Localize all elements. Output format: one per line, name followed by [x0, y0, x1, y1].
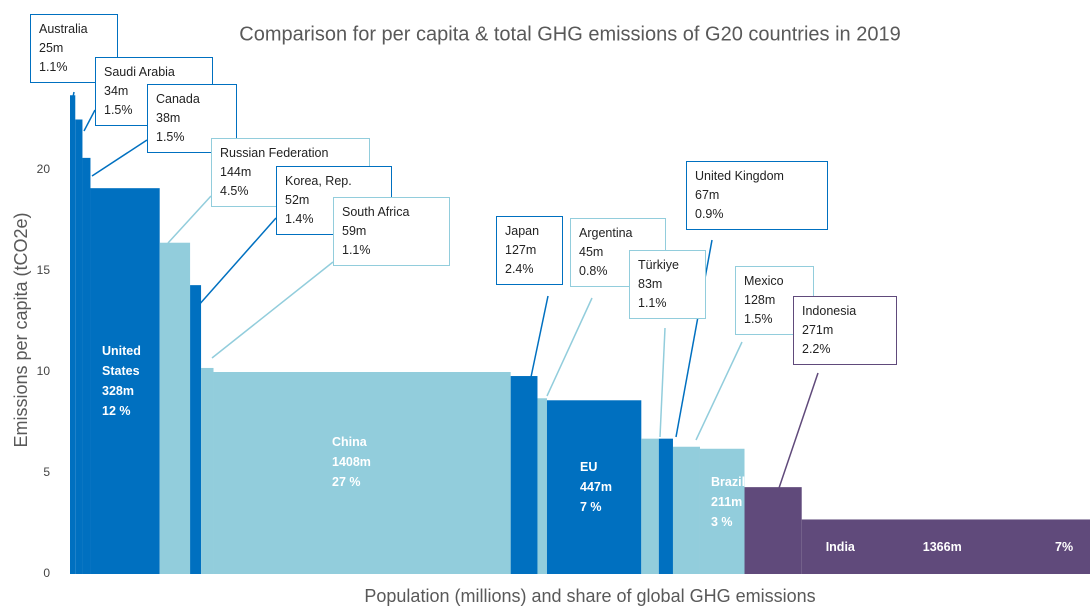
- bar-label: United States 328m 12 %: [102, 341, 162, 421]
- bar-label-text: 27 %: [332, 475, 361, 489]
- callout-text: 0.9%: [695, 207, 724, 221]
- y-tick-label: 15: [37, 263, 51, 277]
- bar: [213, 372, 511, 574]
- callout-text: 2.2%: [802, 342, 831, 356]
- bar: [801, 519, 1090, 574]
- bar: [641, 438, 659, 574]
- callout-text: 1.1%: [39, 60, 68, 74]
- leader-line: [83, 109, 96, 132]
- y-tick-label: 5: [43, 465, 50, 479]
- callout-text: 52m: [285, 193, 310, 207]
- bar-label-text: India: [825, 539, 855, 554]
- callout-text: 45m: [579, 245, 604, 259]
- callout-text: Australia: [39, 22, 88, 36]
- bar: [159, 242, 191, 574]
- callout-text: 1.5%: [744, 312, 773, 326]
- bar-label-text: 211m: [711, 495, 743, 509]
- callout-box: United Kingdom 67m 0.9%: [686, 161, 828, 230]
- y-tick-label: 10: [37, 364, 51, 378]
- callout-text: 128m: [744, 293, 776, 307]
- leader-line: [211, 261, 334, 359]
- bar-label-text: Brazil: [711, 475, 746, 489]
- leader-line: [530, 295, 549, 378]
- callout-text: 67m: [695, 188, 720, 202]
- callout-text: 1.5%: [104, 103, 133, 117]
- callout-box: Türkiye 83m 1.1%: [629, 250, 706, 319]
- bar-label-text: 3 %: [711, 515, 733, 529]
- bar: [672, 446, 700, 574]
- bar: [546, 400, 642, 574]
- leader-line: [695, 341, 743, 441]
- bar-label: EU 447m 7 %: [580, 457, 640, 517]
- bar: [70, 95, 76, 574]
- bar-label-text: EU: [580, 460, 598, 474]
- bar: [744, 487, 802, 574]
- bar: [658, 438, 673, 574]
- callout-text: 4.5%: [220, 184, 249, 198]
- callout-text: 1.1%: [342, 243, 371, 257]
- callout-text: Korea, Rep.: [285, 174, 352, 188]
- callout-text: Indonesia: [802, 304, 857, 318]
- callout-text: 1.1%: [638, 296, 667, 310]
- bar: [510, 376, 538, 574]
- x-axis-label: Population (millions) and share of globa…: [364, 586, 815, 606]
- callout-text: 25m: [39, 41, 64, 55]
- callout-text: 0.8%: [579, 264, 608, 278]
- leader-line: [778, 372, 819, 489]
- bar: [201, 367, 214, 574]
- y-tick-label: 20: [37, 162, 51, 176]
- chart-title: Comparison for per capita & total GHG em…: [239, 23, 900, 45]
- callout-text: Türkiye: [638, 258, 679, 272]
- bar: [699, 448, 745, 574]
- callout-text: 34m: [104, 84, 129, 98]
- bar-label-text: 1408m: [332, 455, 371, 469]
- bar-label-text: 7%: [1055, 539, 1074, 554]
- bar-label-text: 328m: [102, 384, 134, 398]
- y-tick-label: 0: [43, 566, 50, 580]
- callout-text: 271m: [802, 323, 834, 337]
- callout-text: 1.5%: [156, 130, 185, 144]
- callout-box: Japan 127m 2.4%: [496, 216, 563, 285]
- leader-line: [91, 139, 148, 177]
- callout-text: Argentina: [579, 226, 633, 240]
- bar-label-text: 447m: [580, 480, 612, 494]
- callout-text: 2.4%: [505, 262, 534, 276]
- callout-text: Saudi Arabia: [104, 65, 175, 79]
- leader-line: [675, 239, 713, 438]
- bar-label-text: 12 %: [102, 404, 131, 418]
- leader-line: [197, 217, 277, 307]
- leader-line: [72, 91, 75, 98]
- callout-text: 38m: [156, 111, 181, 125]
- bar: [537, 398, 547, 574]
- callout-box: Indonesia 271m 2.2%: [793, 296, 897, 365]
- callout-text: Canada: [156, 92, 200, 106]
- callout-text: 144m: [220, 165, 252, 179]
- callout-text: United Kingdom: [695, 169, 784, 183]
- leader-line: [546, 297, 593, 397]
- callout-text: Mexico: [744, 274, 784, 288]
- y-axis-label: Emissions per capita (tCO2e): [11, 212, 31, 447]
- callout-text: 1.4%: [285, 212, 314, 226]
- callout-box: South Africa 59m 1.1%: [333, 197, 450, 266]
- bar-label: China 1408m 27 %: [332, 432, 412, 492]
- bar-label-text: 7 %: [580, 500, 602, 514]
- callout-text: Japan: [505, 224, 540, 238]
- bar: [82, 157, 91, 574]
- callout-text: 83m: [638, 277, 663, 291]
- bar: [75, 119, 83, 574]
- bar-label-text: 1366m: [922, 539, 962, 554]
- callout-text: 59m: [342, 224, 367, 238]
- callout-text: 127m: [505, 243, 537, 257]
- bar-label-text: United States: [102, 344, 141, 378]
- bar: [90, 188, 160, 574]
- leader-line: [167, 195, 212, 244]
- callout-text: South Africa: [342, 205, 410, 219]
- callout-text: Russian Federation: [220, 146, 329, 160]
- bar-label-text: China: [332, 435, 367, 449]
- leader-line: [659, 327, 666, 438]
- bar: [190, 285, 202, 574]
- bar-label: Brazil 211m 3 %: [711, 472, 753, 532]
